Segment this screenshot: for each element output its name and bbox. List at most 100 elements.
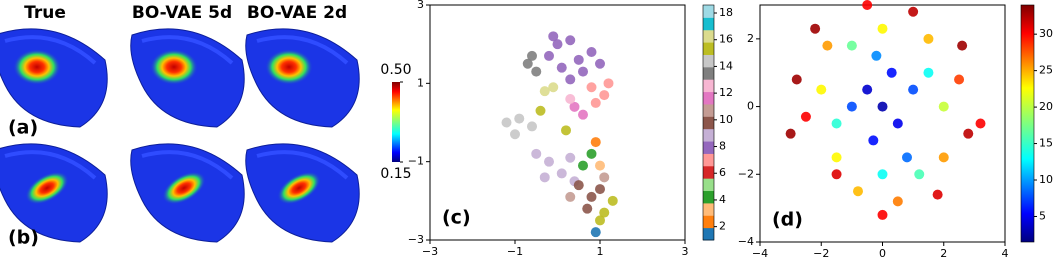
x-tick-label: −4: [752, 247, 768, 260]
y-tick-label: 2: [747, 32, 754, 45]
point: [862, 0, 873, 10]
colorbar-block: [703, 5, 714, 18]
row-label: (b): [8, 227, 39, 249]
point: [510, 129, 520, 140]
point: [957, 40, 968, 51]
colorbar-tick-label: 2: [719, 220, 726, 233]
point: [892, 118, 903, 129]
point: [932, 189, 943, 200]
point: [816, 84, 827, 95]
x-tick-label: 0: [879, 247, 886, 260]
column-title: True: [24, 3, 66, 23]
point: [544, 156, 554, 167]
point: [877, 23, 888, 34]
point: [886, 67, 897, 78]
point: [582, 203, 593, 214]
point: [578, 160, 588, 171]
colorbar: [1021, 5, 1034, 242]
panel-label: (c): [442, 207, 471, 229]
point: [578, 66, 588, 77]
colorbar-block: [703, 215, 714, 229]
point: [954, 74, 965, 85]
heart-spot: [162, 171, 206, 205]
x-tick-label: 1: [597, 245, 604, 258]
colorbar-tick-label: 8: [719, 140, 726, 153]
point: [565, 74, 576, 85]
point: [531, 66, 542, 77]
colorbar-block: [703, 42, 714, 55]
column-title: BO-VAE 5d: [132, 3, 232, 23]
y-tick-label: 3: [417, 0, 424, 11]
colorbar-block: [703, 153, 714, 167]
heart-rim: [141, 150, 234, 180]
point: [785, 128, 796, 139]
heart-rim: [256, 35, 349, 65]
colorbar-frame: [702, 4, 715, 241]
point: [539, 86, 550, 97]
point: [544, 50, 554, 61]
point: [800, 111, 811, 122]
x-tick-label: 2: [940, 247, 947, 260]
point: [565, 152, 576, 163]
panel-label: (d): [772, 209, 803, 231]
point: [853, 186, 863, 197]
colorbar-tick-label: 18: [719, 6, 733, 19]
x-tick-label: 3: [682, 245, 689, 258]
colorbar-tick-label: 30: [1039, 27, 1053, 40]
colorbar-tick-label: 14: [719, 59, 733, 72]
point: [846, 40, 857, 51]
point: [556, 62, 567, 73]
y-tick-label: −3: [408, 233, 424, 246]
colorbar-tick-label: 0.50: [380, 62, 411, 78]
colorbar-block: [703, 128, 714, 142]
colorbar-tick-label: 15: [1039, 137, 1053, 150]
colorbar-block: [703, 165, 714, 179]
point: [586, 148, 597, 159]
x-tick-label: 4: [1002, 247, 1009, 260]
point: [586, 47, 597, 57]
point: [938, 152, 949, 163]
point: [556, 168, 567, 179]
colorbar-block: [703, 227, 714, 241]
point: [573, 54, 584, 65]
y-tick-label: −4: [738, 235, 754, 248]
colorbar-block: [703, 54, 714, 68]
heart-spot: [13, 49, 61, 85]
colorbar-block: [703, 66, 714, 80]
point: [599, 172, 610, 183]
point: [539, 172, 550, 183]
point: [595, 184, 605, 195]
point: [599, 207, 610, 218]
point: [810, 23, 821, 34]
heart-rim: [141, 35, 234, 65]
point: [590, 227, 601, 238]
point: [531, 148, 542, 159]
row-label: (a): [8, 117, 38, 139]
heart-renders: [0, 28, 360, 243]
point: [578, 109, 588, 120]
point: [595, 215, 605, 226]
point: [552, 39, 563, 50]
colorbar-tick-label: 4: [719, 193, 726, 206]
point: [565, 94, 576, 104]
point: [846, 101, 857, 112]
point: [573, 180, 584, 191]
heart-rim: [4, 150, 97, 180]
point: [590, 97, 601, 108]
point: [595, 160, 605, 171]
point: [923, 67, 934, 78]
point: [522, 58, 533, 69]
point: [822, 40, 833, 51]
point: [908, 84, 919, 95]
point: [607, 195, 618, 206]
point: [892, 196, 903, 207]
point: [586, 82, 597, 93]
colorbar-block: [703, 29, 714, 43]
colorbar-tick-label: 10: [719, 113, 733, 126]
y-tick-label: 0: [747, 100, 754, 113]
point: [548, 82, 559, 93]
colorbar-tick-label: 0.15: [380, 166, 411, 182]
point: [527, 121, 537, 132]
colorbar-block: [703, 91, 714, 105]
point: [527, 50, 537, 61]
